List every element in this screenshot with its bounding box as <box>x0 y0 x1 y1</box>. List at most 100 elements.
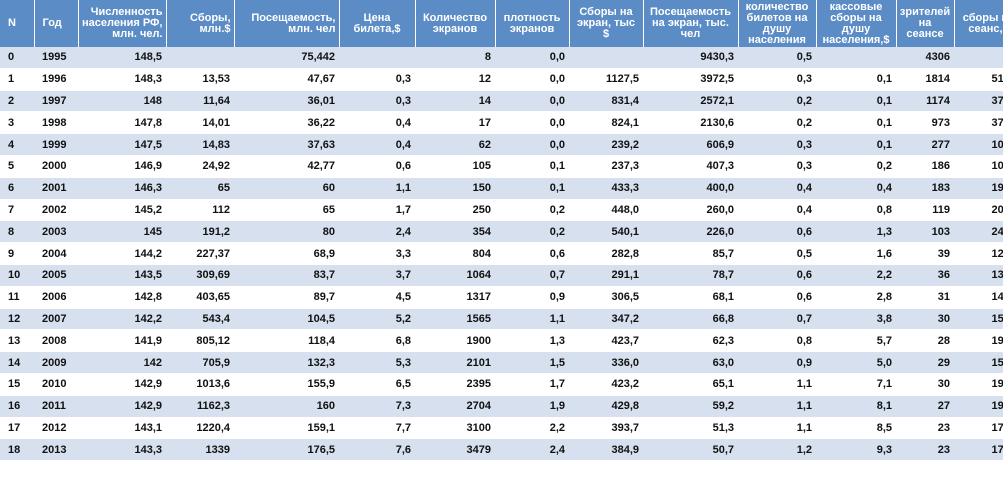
cell-attendance-per-screen[interactable]: 407,3 <box>643 155 738 178</box>
cell-ticket-price[interactable]: 0,3 <box>339 90 415 113</box>
cell-population[interactable]: 147,8 <box>78 111 166 135</box>
cell-attendance-per-screen[interactable]: 68,1 <box>643 286 738 309</box>
cell-screen-density[interactable]: 2,2 <box>495 417 569 440</box>
cell-year[interactable]: 2012 <box>34 417 78 440</box>
cell-box-office-per-capita[interactable]: 5,0 <box>816 351 896 374</box>
cell-population[interactable]: 142 <box>78 351 166 374</box>
cell-box-office-per-capita[interactable]: 0,1 <box>816 111 896 135</box>
cell-tickets-per-capita[interactable]: 0,5 <box>738 242 816 265</box>
cell-box-office[interactable]: 191,2 <box>166 220 234 244</box>
cell-attendance[interactable]: 89,7 <box>234 286 339 309</box>
cell-n[interactable]: 12 <box>0 308 34 331</box>
cell-population[interactable]: 142,2 <box>78 308 166 331</box>
table-row[interactable]: 13 2008 141,9 805,12 118,4 6,8 1900 1,3 423,7 62,… <box>0 329 1003 353</box>
cell-n[interactable]: 15 <box>0 373 34 396</box>
cell-ticket-price[interactable]: 0,4 <box>339 133 415 156</box>
cell-screens[interactable]: 1064 <box>415 264 495 287</box>
cell-tickets-per-capita[interactable]: 1,1 <box>738 395 816 418</box>
cell-attendance[interactable]: 68,9 <box>234 242 339 265</box>
cell-population[interactable]: 143,1 <box>78 417 166 440</box>
cell-attendance[interactable]: 65 <box>234 199 339 222</box>
cell-box-office-per-capita[interactable] <box>816 47 896 69</box>
cell-screens[interactable]: 62 <box>415 133 495 156</box>
cell-year[interactable]: 1997 <box>34 90 78 113</box>
cell-screens[interactable]: 3479 <box>415 438 495 462</box>
cell-box-office-per-capita[interactable]: 3,8 <box>816 308 896 331</box>
cell-box-office[interactable]: 65 <box>166 177 234 200</box>
cell-attendance[interactable]: 47,67 <box>234 68 339 91</box>
cell-population[interactable]: 142,9 <box>78 395 166 418</box>
cell-screens[interactable]: 2704 <box>415 395 495 418</box>
cell-attendance-per-screen[interactable]: 9430,3 <box>643 47 738 69</box>
cell-n[interactable]: 8 <box>0 220 34 244</box>
cell-n[interactable]: 7 <box>0 199 34 222</box>
cell-viewers-per-session[interactable]: 973 <box>896 111 954 135</box>
cell-year[interactable]: 2001 <box>34 177 78 200</box>
table-row[interactable]: 2 1997 148 11,64 36,01 0,3 14 0,0 831,4 2572,1 0,2… <box>0 90 1003 113</box>
cell-box-office-per-session[interactable]: 0,0 <box>954 47 1003 69</box>
cell-viewers-per-session[interactable]: 39 <box>896 242 954 265</box>
cell-box-office-per-session[interactable]: 193,2 <box>954 373 1003 396</box>
cell-tickets-per-capita[interactable]: 1,2 <box>738 438 816 462</box>
cell-screen-density[interactable]: 0,7 <box>495 264 569 287</box>
cell-box-office-per-session[interactable]: 197,9 <box>954 177 1003 200</box>
cell-box-office-per-session[interactable]: 158,5 <box>954 308 1003 331</box>
col-header-box-office-per-session[interactable]: сборы на сеанс,$ <box>954 0 1003 47</box>
cell-box-office-per-screen[interactable]: 384,9 <box>569 438 643 462</box>
cell-year[interactable]: 2010 <box>34 373 78 396</box>
cell-box-office-per-session[interactable]: 132,9 <box>954 264 1003 287</box>
cell-screen-density[interactable]: 0,1 <box>495 155 569 178</box>
cell-box-office-per-capita[interactable]: 5,7 <box>816 329 896 353</box>
cell-attendance-per-screen[interactable]: 400,0 <box>643 177 738 200</box>
cell-attendance-per-screen[interactable]: 65,1 <box>643 373 738 396</box>
col-header-attendance[interactable]: Посещаемость, млн. чел <box>234 0 340 47</box>
cell-screens[interactable]: 14 <box>415 90 495 113</box>
cell-screen-density[interactable]: 0,0 <box>495 111 569 135</box>
cell-attendance[interactable]: 104,5 <box>234 308 339 331</box>
cell-box-office[interactable]: 14,83 <box>166 133 234 156</box>
cell-box-office-per-session[interactable]: 153,4 <box>954 351 1003 374</box>
cell-screens[interactable]: 8 <box>415 47 495 69</box>
cell-box-office-per-capita[interactable]: 2,8 <box>816 286 896 309</box>
cell-box-office-per-capita[interactable]: 0,8 <box>816 199 896 222</box>
cell-year[interactable]: 2003 <box>34 220 78 244</box>
cell-box-office-per-screen[interactable]: 336,0 <box>569 351 643 374</box>
cell-box-office-per-capita[interactable]: 1,6 <box>816 242 896 265</box>
cell-box-office-per-screen[interactable]: 237,3 <box>569 155 643 178</box>
table-row[interactable]: 1 1996 148,3 13,53 47,67 0,3 12 0,0 1127,5 3972,5… <box>0 68 1003 91</box>
cell-box-office-per-screen[interactable]: 393,7 <box>569 417 643 440</box>
cell-population[interactable]: 147,5 <box>78 133 166 156</box>
cell-ticket-price[interactable]: 0,4 <box>339 111 415 135</box>
cell-box-office-per-screen[interactable]: 239,2 <box>569 133 643 156</box>
cell-screens[interactable]: 2101 <box>415 351 495 374</box>
cell-screens[interactable]: 1900 <box>415 329 495 353</box>
cell-box-office-per-session[interactable]: 379,6 <box>954 90 1003 113</box>
cell-n[interactable]: 16 <box>0 395 34 418</box>
cell-viewers-per-session[interactable]: 30 <box>896 373 954 396</box>
cell-tickets-per-capita[interactable]: 0,3 <box>738 68 816 91</box>
cell-attendance[interactable]: 60 <box>234 177 339 200</box>
cell-screen-density[interactable]: 0,0 <box>495 47 569 69</box>
cell-attendance[interactable]: 37,63 <box>234 133 339 156</box>
cell-box-office[interactable]: 309,69 <box>166 264 234 287</box>
table-row[interactable]: 7 2002 145,2 112 65 1,7 250 0,2 448,0 260,0 0,4 0,8… <box>0 199 1003 222</box>
cell-tickets-per-capita[interactable]: 0,4 <box>738 199 816 222</box>
cell-year[interactable]: 2000 <box>34 155 78 178</box>
table-row[interactable]: 15 2010 142,9 1013,6 155,9 6,5 2395 1,7 423,2 65,… <box>0 373 1003 396</box>
cell-box-office-per-capita[interactable]: 0,1 <box>816 133 896 156</box>
cell-year[interactable]: 2008 <box>34 329 78 353</box>
cell-viewers-per-session[interactable]: 119 <box>896 199 954 222</box>
cell-tickets-per-capita[interactable]: 0,6 <box>738 286 816 309</box>
cell-viewers-per-session[interactable]: 1174 <box>896 90 954 113</box>
cell-box-office-per-capita[interactable]: 0,4 <box>816 177 896 200</box>
cell-box-office[interactable] <box>166 47 234 69</box>
cell-box-office-per-capita[interactable]: 2,2 <box>816 264 896 287</box>
cell-attendance[interactable]: 118,4 <box>234 329 339 353</box>
cell-box-office[interactable]: 112 <box>166 199 234 222</box>
cell-screens[interactable]: 250 <box>415 199 495 222</box>
cell-ticket-price[interactable]: 3,7 <box>339 264 415 287</box>
cell-box-office-per-session[interactable]: 193,5 <box>954 329 1003 353</box>
cell-tickets-per-capita[interactable]: 0,2 <box>738 90 816 113</box>
cell-box-office[interactable]: 11,64 <box>166 90 234 113</box>
